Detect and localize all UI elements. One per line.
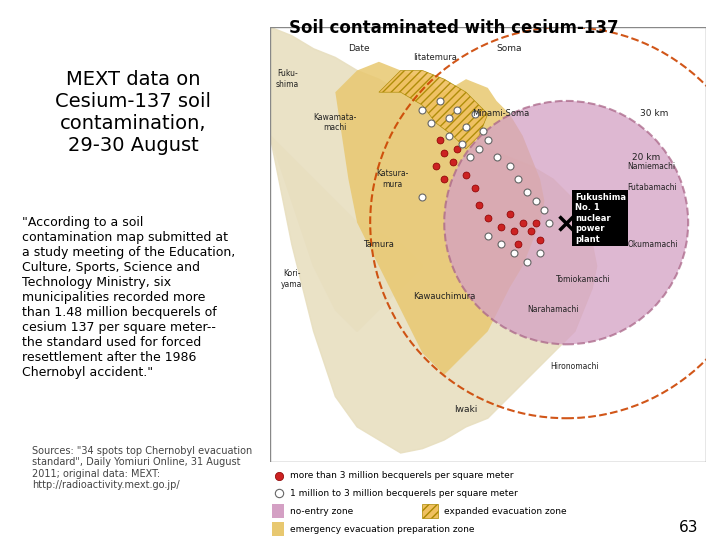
Bar [272, 522, 284, 536]
Text: Narahamachi: Narahamachi [527, 305, 579, 314]
Text: 1 million to 3 million becquerels per square meter: 1 million to 3 million becquerels per sq… [289, 489, 518, 497]
Text: Futabamachi: Futabamachi [627, 184, 677, 192]
Text: Namiemachi: Namiemachi [627, 161, 675, 171]
Text: more than 3 million becquerels per square meter: more than 3 million becquerels per squar… [289, 471, 513, 480]
Text: Hironomachi: Hironomachi [551, 362, 599, 370]
Text: Soil contaminated with cesium-137: Soil contaminated with cesium-137 [289, 19, 618, 37]
Text: 30 km: 30 km [640, 110, 669, 118]
Text: Iwaki: Iwaki [454, 405, 477, 414]
Text: Iitatemura: Iitatemura [413, 53, 457, 62]
Text: "According to a soil
contamination map submitted at
a study meeting of the Educa: "According to a soil contamination map s… [22, 216, 235, 379]
Text: 63: 63 [679, 519, 698, 535]
Text: Soma: Soma [497, 44, 522, 53]
Text: Minami-Soma: Minami-Soma [472, 110, 529, 118]
Text: MEXT data on
Cesium-137 soil
contamination,
29-30 August: MEXT data on Cesium-137 soil contaminati… [55, 70, 211, 155]
Text: Date: Date [348, 44, 370, 53]
Text: Kawamata-
machi: Kawamata- machi [314, 113, 357, 132]
Polygon shape [336, 62, 544, 375]
Text: Kori-
yama: Kori- yama [281, 269, 302, 289]
Circle shape [444, 101, 688, 345]
Text: no-entry zone: no-entry zone [289, 507, 353, 516]
Polygon shape [270, 27, 597, 453]
Text: emergency evacuation preparation zone: emergency evacuation preparation zone [289, 524, 474, 534]
Text: Tamura: Tamura [364, 240, 395, 249]
Bar [272, 504, 284, 518]
Text: 20 km: 20 km [631, 153, 660, 162]
Text: expanded evacuation zone: expanded evacuation zone [444, 507, 567, 516]
Text: Kawauchimura: Kawauchimura [413, 292, 475, 301]
Text: Okumamachi: Okumamachi [627, 240, 678, 249]
Text: Tomiokamachi: Tomiokamachi [557, 275, 611, 284]
Polygon shape [379, 70, 488, 148]
Bar [423, 504, 438, 518]
Text: Fukushima
No. 1
nuclear
power
plant: Fukushima No. 1 nuclear power plant [575, 193, 626, 244]
Text: Fuku-
shima: Fuku- shima [276, 70, 299, 89]
Text: Katsura-
mura: Katsura- mura [376, 170, 408, 189]
Text: Sources: "34 spots top Chernobyl evacuation
standard", Daily Yomiuri Online, 31 : Sources: "34 spots top Chernobyl evacuat… [32, 446, 253, 490]
Polygon shape [270, 136, 423, 332]
